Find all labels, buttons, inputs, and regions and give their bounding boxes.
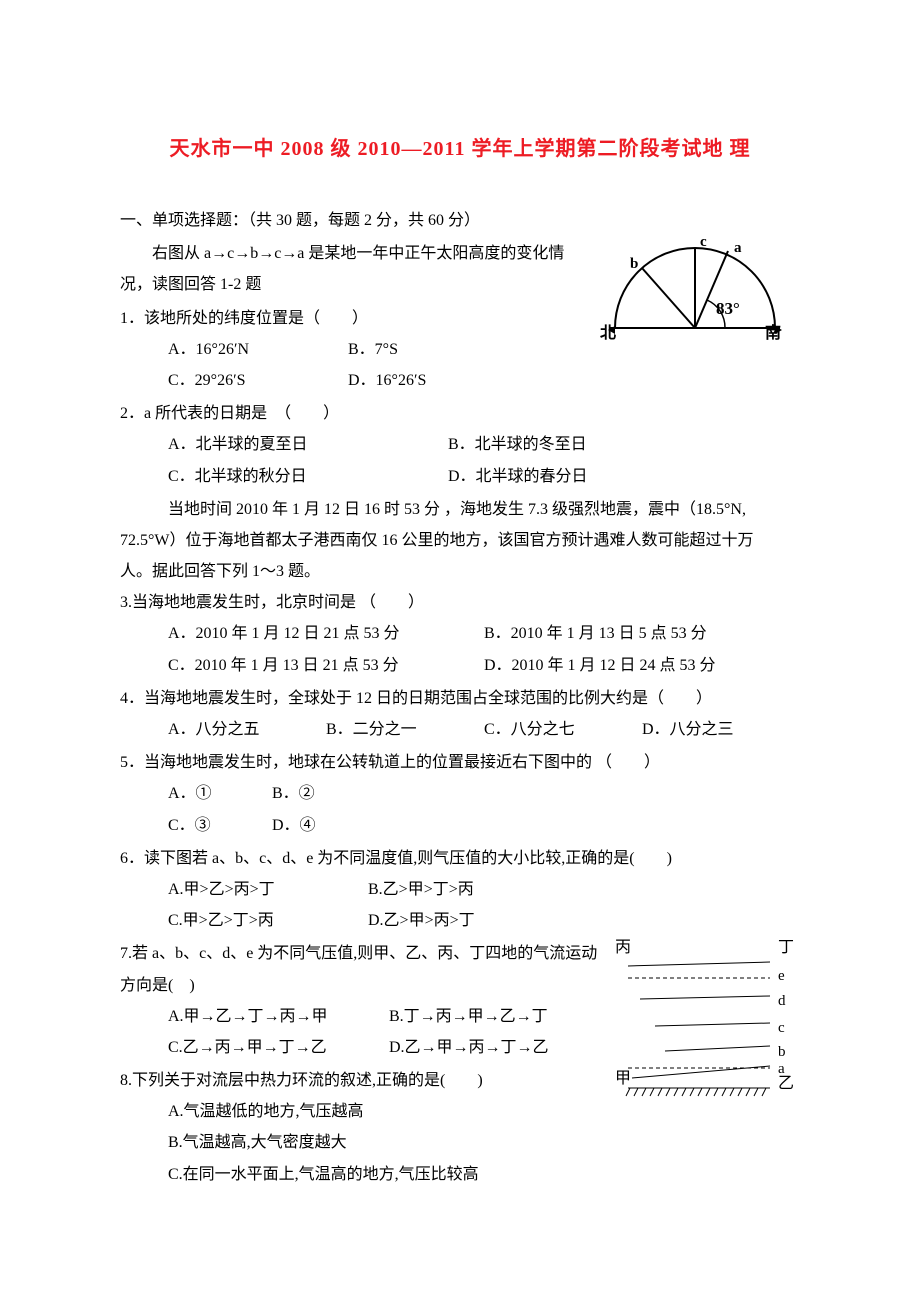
q2-opt-b: B．北半球的冬至日 [448,429,800,460]
diag2-bing: 丙 [615,939,631,956]
q3-opt-a: A．2010 年 1 月 12 日 21 点 53 分 [168,618,484,649]
q5-opt-a: A．① [168,778,268,809]
diag2-d: d [778,993,786,1009]
q1-opt-c: C．29°26′S [168,365,348,396]
diagram-label-a: a [734,240,742,256]
sun-angle-diagram: c a b 83° 北 南 [600,238,800,359]
q1-opt-b: B．7°S [348,334,528,365]
q4-opt-d: D．八分之三 [642,714,800,745]
diagram-label-south: 南 [765,323,781,342]
q4-opt-c: C．八分之七 [484,714,642,745]
diag2-ding: 丁 [778,939,794,956]
diagram-label-b: b [630,256,638,272]
diag2-yi: 乙 [778,1075,794,1092]
q4-opt-a: A．八分之五 [168,714,326,745]
diag2-c: c [778,1020,785,1036]
q7-opt-c: C.乙→丙→甲→丁→乙 [168,1032,389,1063]
q8-opt-c: C.在同一水平面上,气温高的地方,气压比较高 [120,1159,800,1190]
diagram-label-angle: 83° [716,299,740,318]
q2-opt-c: C．北半球的秋分日 [168,461,448,492]
question-5: 5．当海地地震发生时，地球在公转轨道上的位置最接近右下图中的 （ ） A．① B… [120,747,800,841]
q3-opt-b: B．2010 年 1 月 13 日 5 点 53 分 [484,618,800,649]
q6-opt-b: B.乙>甲>丁>丙 [368,874,568,905]
q1-opt-d: D．16°26′S [348,365,528,396]
intro-2-line-2: 72.5°W）位于海地首都太子港西南仅 16 公里的地方，该国官方预计遇难人数可… [120,525,800,556]
question-2: 2．a 所代表的日期是 （ ） A．北半球的夏至日 B．北半球的冬至日 C．北半… [120,398,800,492]
q5-stem: 5．当海地地震发生时，地球在公转轨道上的位置最接近右下图中的 （ ） [120,747,800,778]
section-header: 一、单项选择题：（共 30 题，每题 2 分，共 60 分） [120,205,800,236]
diag2-e: e [778,968,785,984]
q1-opt-a: A．16°26′N [168,334,348,365]
q3-opt-d: D．2010 年 1 月 12 日 24 点 53 分 [484,650,800,681]
q5-opt-d: D．④ [272,817,316,834]
q4-stem: 4．当海地地震发生时，全球处于 12 日的日期范围占全球范围的比例大约是（ ） [120,683,800,714]
q6-opt-d: D.乙>甲>丙>丁 [368,905,568,936]
q5-opt-c: C．③ [168,810,268,841]
q6-opt-c: C.甲>乙>丁>丙 [168,905,368,936]
q7-opt-d: D.乙→甲→丙→丁→乙 [389,1032,610,1063]
question-6: 6．读下图若 a、b、c、d、e 为不同温度值,则气压值的大小比较,正确的是( … [120,843,800,937]
pressure-diagram: 丙 丁 e d c b a 甲 乙 [610,938,800,1119]
q3-opt-c: C．2010 年 1 月 13 日 21 点 53 分 [168,650,484,681]
q5-opt-b: B．② [272,785,315,802]
q2-stem: 2．a 所代表的日期是 （ ） [120,398,800,429]
q2-opt-a: A．北半球的夏至日 [168,429,448,460]
ground-hatch [626,1088,770,1096]
q7-opt-a: A.甲→乙→丁→丙→甲 [168,1001,389,1032]
intro-2-line-3: 人。据此回答下列 1～3 题。 [120,556,800,587]
diag2-b: b [778,1044,786,1060]
question-3: 3.当海地地震发生时，北京时间是 （ ） A．2010 年 1 月 12 日 2… [120,587,800,681]
diag2-jia: 甲 [615,1070,631,1087]
question-4: 4．当海地地震发生时，全球处于 12 日的日期范围占全球范围的比例大约是（ ） … [120,683,800,745]
diagram-label-c: c [700,238,707,250]
intro-2-line-1: 当地时间 2010 年 1 月 12 日 16 时 53 分 ，海地发生 7.3… [120,494,800,525]
q7-opt-b: B.丁→丙→甲→乙→丁 [389,1001,610,1032]
q6-stem: 6．读下图若 a、b、c、d、e 为不同温度值,则气压值的大小比较,正确的是( … [120,843,800,874]
q4-opt-b: B．二分之一 [326,714,484,745]
q8-opt-b: B.气温越高,大气密度越大 [120,1127,800,1158]
exam-title: 天水市一中 2008 级 2010—2011 学年上学期第二阶段考试地 理 [120,130,800,169]
q6-opt-a: A.甲>乙>丙>丁 [168,874,368,905]
q2-opt-d: D．北半球的春分日 [448,461,800,492]
q3-stem: 3.当海地地震发生时，北京时间是 （ ） [120,587,800,618]
